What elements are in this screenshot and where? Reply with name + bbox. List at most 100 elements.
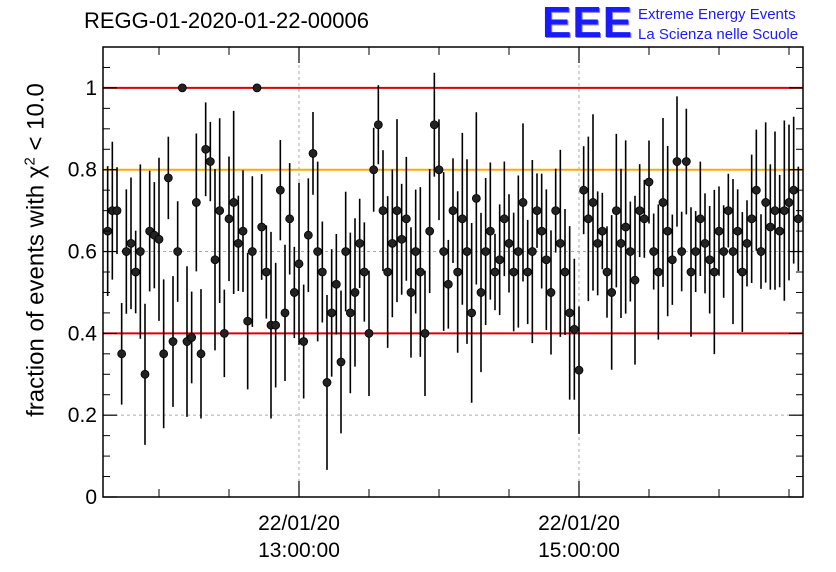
data-point — [289, 288, 299, 297]
logo-line-2: La Scienza nelle Scuole — [638, 26, 799, 43]
data-point — [229, 198, 239, 207]
data-point — [602, 267, 612, 277]
y-axis-label-prefix: fraction of events with — [22, 178, 50, 417]
data-point — [737, 267, 747, 277]
data-point — [201, 144, 211, 154]
y-tick-labels: 0 0.2 0.4 0.6 0.8 1 — [68, 77, 98, 509]
data-point — [574, 365, 584, 375]
data-point — [439, 247, 449, 256]
data-point — [723, 206, 733, 216]
data-point — [541, 255, 551, 265]
data-point — [406, 288, 416, 297]
data-point — [537, 226, 547, 236]
data-point — [495, 255, 505, 265]
data-point — [303, 230, 313, 240]
data-point — [555, 238, 565, 248]
grid-lines — [103, 47, 803, 497]
data-point — [471, 193, 481, 203]
logo-line-1: Extreme Energy Events — [638, 6, 796, 23]
x-tick-date-label: 22/01/20 — [538, 512, 620, 535]
data-point — [135, 247, 145, 256]
data-point — [621, 222, 631, 232]
data-point — [728, 247, 738, 256]
data-point — [350, 288, 360, 297]
data-point — [378, 206, 388, 216]
data-point — [709, 267, 719, 277]
data-point — [425, 226, 435, 236]
data-point — [420, 328, 430, 338]
axis-ticks — [103, 47, 803, 498]
x-tick-date-label: 22/01/20 — [258, 512, 340, 535]
data-point — [672, 157, 682, 166]
data-point — [215, 206, 225, 216]
data-point — [448, 206, 458, 216]
data-point — [308, 148, 318, 158]
data-point — [121, 247, 131, 256]
data-point — [257, 222, 267, 232]
data-point — [695, 214, 705, 224]
data-point — [373, 120, 383, 130]
data-point — [513, 247, 523, 256]
y-axis-label: fraction of events with χ2 < 10.0 — [22, 83, 51, 417]
data-point — [467, 308, 477, 318]
data-point — [336, 357, 346, 367]
data-point — [252, 83, 262, 93]
data-point — [616, 238, 626, 248]
data-point — [401, 214, 411, 224]
data-point — [238, 226, 248, 236]
data-point — [341, 247, 351, 256]
data-point — [280, 308, 290, 318]
data-point — [583, 214, 593, 224]
data-point — [751, 185, 761, 195]
data-point — [205, 157, 215, 166]
data-point — [434, 165, 444, 175]
data-point — [294, 259, 304, 269]
data-point — [747, 214, 757, 224]
data-point — [719, 247, 729, 256]
data-point — [691, 247, 701, 256]
data-point — [210, 255, 220, 265]
data-point — [518, 198, 528, 207]
data-point — [177, 83, 187, 93]
data-point — [644, 177, 654, 187]
data-point — [639, 214, 649, 224]
data-point — [462, 247, 472, 256]
data-point — [261, 267, 271, 277]
y-tick-label: 0.8 — [68, 159, 97, 182]
eee-logo-mark: EEE — [542, 0, 634, 47]
data-point — [485, 226, 495, 236]
x-tick-labels: 22/01/20 13:00:00 22/01/20 15:00:00 — [258, 512, 620, 562]
data-point — [163, 173, 173, 183]
data-point — [677, 247, 687, 256]
y-tick-label: 0.6 — [68, 241, 97, 264]
y-tick-label: 1 — [85, 77, 97, 100]
data-point — [429, 120, 439, 130]
data-point — [196, 349, 206, 359]
data-point — [112, 206, 122, 216]
data-point — [532, 206, 542, 216]
y-tick-label: 0 — [85, 486, 97, 509]
data-point — [765, 222, 775, 232]
data-point — [275, 185, 285, 195]
y-axis-label-suffix: < 10.0 — [22, 83, 50, 158]
y-tick-label: 0.4 — [68, 322, 98, 345]
data-point — [285, 214, 295, 224]
data-point — [569, 324, 579, 334]
data-point — [756, 247, 766, 256]
data-point — [457, 214, 467, 224]
data-point — [271, 320, 281, 330]
data-point — [565, 308, 575, 318]
y-tick-label: 0.2 — [68, 404, 97, 427]
data-point — [779, 206, 789, 216]
run-title: REGG-01-2020-01-22-00006 — [84, 8, 369, 33]
data-point — [247, 247, 257, 256]
data-point — [593, 238, 603, 248]
data-point — [443, 279, 453, 289]
data-point — [611, 206, 621, 216]
data-point — [635, 206, 645, 216]
data-point — [392, 206, 402, 216]
data-point — [714, 226, 724, 236]
data-point — [453, 267, 463, 277]
data-point — [126, 238, 136, 248]
data-point — [327, 308, 337, 318]
